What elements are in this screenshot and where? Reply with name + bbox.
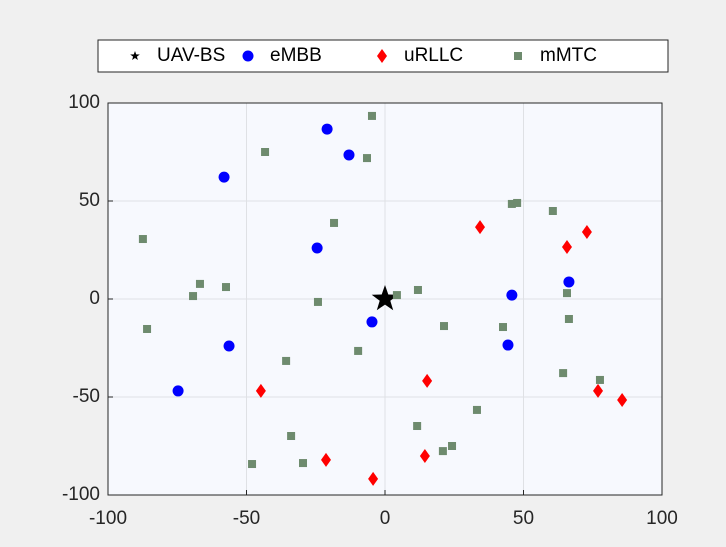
square-marker <box>248 460 257 469</box>
y-tick-label: 0 <box>89 288 100 309</box>
diamond-marker <box>593 383 604 398</box>
square-marker <box>261 148 270 156</box>
square-marker <box>330 218 339 227</box>
square-marker <box>507 199 516 208</box>
square-marker <box>562 289 571 298</box>
diamond-marker <box>561 240 572 255</box>
square-marker <box>499 323 508 332</box>
diamond-marker <box>581 224 592 239</box>
x-tick-label: 100 <box>646 508 678 529</box>
diamond-marker <box>377 49 387 63</box>
square-marker <box>282 356 291 365</box>
square-marker <box>559 369 568 378</box>
x-tick-label: 0 <box>380 508 391 529</box>
legend-label: UAV-BS <box>157 45 225 66</box>
circle-marker <box>172 385 184 397</box>
y-tick-label: 50 <box>79 190 100 211</box>
diamond-marker <box>255 383 266 398</box>
square-marker <box>413 285 422 294</box>
square-marker <box>440 322 449 331</box>
x-tick-label: -50 <box>233 508 260 529</box>
x-tick-label: -100 <box>89 508 127 529</box>
axes-box <box>107 102 663 496</box>
square-marker <box>367 111 376 120</box>
y-tick-label: 100 <box>68 92 100 113</box>
square-marker <box>392 291 401 300</box>
square-marker <box>548 206 557 215</box>
square-marker <box>513 198 522 207</box>
square-marker <box>313 297 322 306</box>
y-tick-label: -100 <box>62 484 100 505</box>
square-marker <box>413 422 422 431</box>
square-marker <box>138 235 147 244</box>
circle-marker <box>218 171 230 183</box>
circle-marker <box>343 149 355 161</box>
square-marker <box>438 447 447 456</box>
square-marker <box>472 405 481 414</box>
square-marker <box>189 292 198 301</box>
square-marker <box>299 459 308 468</box>
x-tick-label: 50 <box>513 508 534 529</box>
circle-marker <box>321 123 333 135</box>
square-marker <box>354 346 363 355</box>
star-marker <box>130 51 140 60</box>
circle-marker <box>366 316 378 328</box>
diamond-marker <box>419 448 430 463</box>
circle-marker <box>311 242 323 254</box>
legend-label: eMBB <box>270 45 322 66</box>
legend-label: mMTC <box>540 45 597 66</box>
circle-marker <box>502 339 514 351</box>
circle-marker <box>506 289 518 301</box>
square-marker <box>448 442 457 450</box>
square-marker <box>564 314 573 323</box>
square-marker <box>222 283 231 292</box>
y-tick-label: -50 <box>73 386 100 407</box>
star-marker <box>371 285 399 311</box>
square-marker <box>143 324 152 333</box>
diamond-marker <box>368 471 379 486</box>
square-marker <box>514 52 522 60</box>
diamond-marker <box>422 373 433 388</box>
square-marker <box>195 279 204 288</box>
square-marker <box>287 432 296 441</box>
diamond-marker <box>320 452 331 467</box>
diamond-marker <box>617 392 628 407</box>
square-marker <box>595 375 604 384</box>
diamond-marker <box>475 220 486 235</box>
square-marker <box>362 154 371 163</box>
legend-label: uRLLC <box>404 45 463 66</box>
circle-marker <box>563 276 575 288</box>
circle-marker <box>223 340 235 352</box>
circle-marker <box>242 50 254 62</box>
